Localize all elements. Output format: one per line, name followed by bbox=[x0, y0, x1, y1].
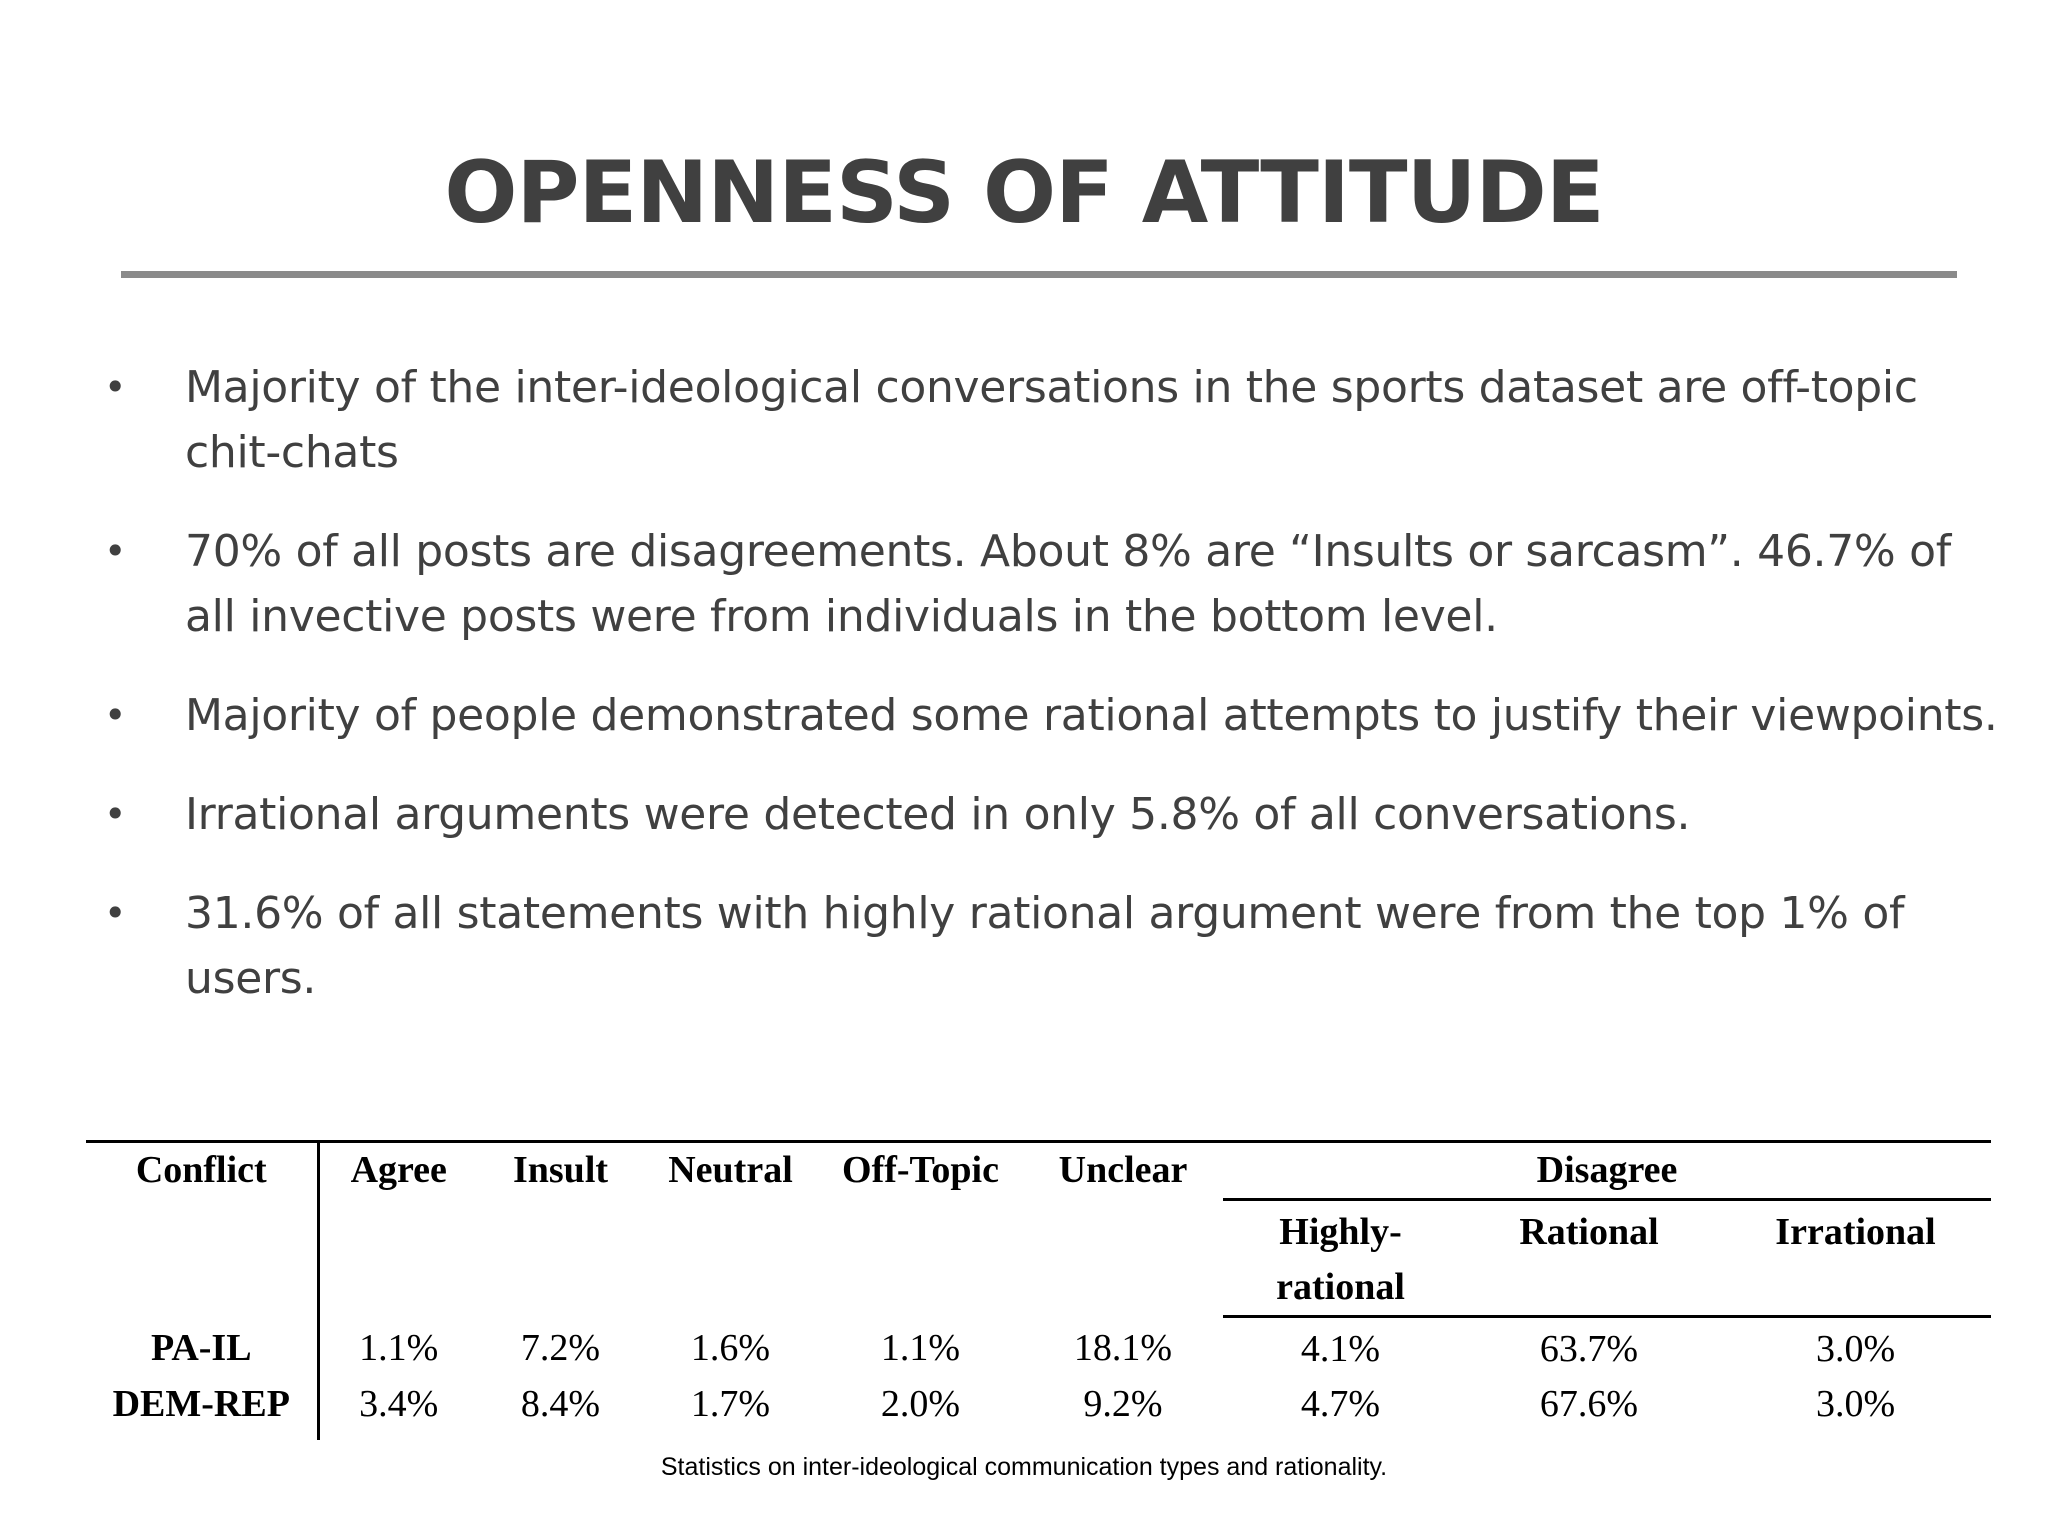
row-label: DEM-REP bbox=[86, 1377, 320, 1440]
title-divider bbox=[121, 271, 1957, 278]
header-off-topic: Off-Topic bbox=[818, 1140, 1023, 1317]
cell-highly-rational: 4.1% bbox=[1300, 1328, 1381, 1370]
cell-agree: 3.4% bbox=[359, 1383, 439, 1425]
bullet-dot-icon: • bbox=[103, 693, 127, 737]
cell-insult: 7.2% bbox=[520, 1326, 601, 1369]
cell-neutral: 1.7% bbox=[690, 1383, 771, 1425]
bullet-item: • Majority of the inter-ideological conv… bbox=[100, 355, 2000, 485]
cell-off-topic: 1.1% bbox=[880, 1326, 961, 1369]
bullet-dot-icon: • bbox=[103, 365, 127, 409]
bullet-text: Majority of people demonstrated some rat… bbox=[185, 690, 1998, 741]
slide-title: OPENNESS OF ATTITUDE bbox=[444, 143, 1604, 243]
cell-unclear: 9.2% bbox=[1083, 1383, 1163, 1425]
header-neutral: Neutral bbox=[643, 1140, 818, 1317]
cell-irrational: 3.0% bbox=[1815, 1328, 1896, 1370]
bullet-text: Majority of the inter-ideological conver… bbox=[185, 362, 1918, 478]
cell-rational: 63.7% bbox=[1539, 1328, 1639, 1370]
bullet-item: • Irrational arguments were detected in … bbox=[100, 782, 2000, 847]
cell-off-topic: 2.0% bbox=[880, 1383, 961, 1425]
header-highly-rational-line2: rational bbox=[1276, 1266, 1405, 1308]
header-highly-rational: Highly- rational bbox=[1223, 1199, 1458, 1318]
bullet-list: • Majority of the inter-ideological conv… bbox=[100, 355, 2000, 1045]
table-subheader-row: Highly- rational Rational Irrational bbox=[86, 1199, 1992, 1318]
cell-rational: 67.6% bbox=[1539, 1383, 1639, 1425]
header-disagree: Disagree bbox=[1223, 1140, 1992, 1201]
statistics-table: Conflict Agree Insult Neutral Off-Topic … bbox=[86, 1140, 1992, 1440]
header-irrational: Irrational bbox=[1720, 1199, 1992, 1318]
cell-agree: 1.1% bbox=[359, 1326, 439, 1369]
bullet-dot-icon: • bbox=[103, 891, 127, 935]
bullet-text: Irrational arguments were detected in on… bbox=[185, 789, 1691, 840]
table-caption: Statistics on inter-ideological communic… bbox=[660, 1453, 1388, 1481]
bullet-text: 31.6% of all statements with highly rati… bbox=[185, 888, 1905, 1004]
bullet-text: 70% of all posts are disagreements. Abou… bbox=[185, 526, 1951, 642]
bullet-dot-icon: • bbox=[103, 529, 127, 573]
header-unclear: Unclear bbox=[1023, 1140, 1223, 1317]
bullet-item: • Majority of people demonstrated some r… bbox=[100, 683, 2000, 748]
bullet-dot-icon: • bbox=[103, 792, 127, 836]
table-row: PA-IL 1.1% 7.2% 1.6% 1.1% 18.1% 4.1% 63.… bbox=[86, 1316, 1991, 1377]
cell-neutral: 1.6% bbox=[690, 1326, 771, 1369]
row-label: PA-IL bbox=[86, 1316, 320, 1377]
cell-unclear: 18.1% bbox=[1073, 1326, 1173, 1369]
cell-insult: 8.4% bbox=[520, 1383, 601, 1425]
bullet-item: • 70% of all posts are disagreements. Ab… bbox=[100, 519, 2000, 649]
table-header-row: Conflict Agree Insult Neutral Off-Topic … bbox=[86, 1140, 1992, 1317]
header-insult: Insult bbox=[478, 1140, 643, 1317]
cell-irrational: 3.0% bbox=[1815, 1383, 1896, 1425]
table-row: DEM-REP 3.4% 8.4% 1.7% 2.0% 9.2% 4.7% 67… bbox=[86, 1377, 1991, 1440]
header-conflict: Conflict bbox=[86, 1140, 320, 1317]
header-rational: Rational bbox=[1458, 1199, 1720, 1318]
cell-highly-rational: 4.7% bbox=[1300, 1383, 1381, 1425]
header-highly-rational-line1: Highly- bbox=[1279, 1211, 1402, 1253]
bullet-item: • 31.6% of all statements with highly ra… bbox=[100, 881, 2000, 1011]
statistics-table-container: Conflict Agree Insult Neutral Off-Topic … bbox=[86, 1140, 1992, 1440]
header-agree: Agree bbox=[318, 1140, 478, 1317]
